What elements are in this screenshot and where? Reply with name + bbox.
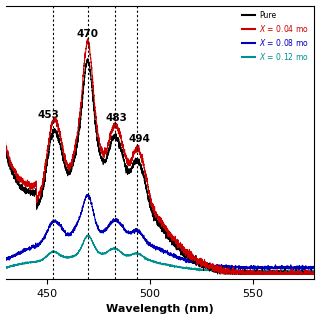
Text: 470: 470 <box>77 29 99 39</box>
X-axis label: Wavelength (nm): Wavelength (nm) <box>106 304 214 315</box>
Text: 483: 483 <box>106 113 128 123</box>
Text: 494: 494 <box>128 134 150 144</box>
Text: 453: 453 <box>38 110 60 120</box>
Legend: Pure, $X$ = 0.04 mo, $X$ = 0.08 mo, $X$ = 0.12 mo: Pure, $X$ = 0.04 mo, $X$ = 0.08 mo, $X$ … <box>240 9 311 64</box>
